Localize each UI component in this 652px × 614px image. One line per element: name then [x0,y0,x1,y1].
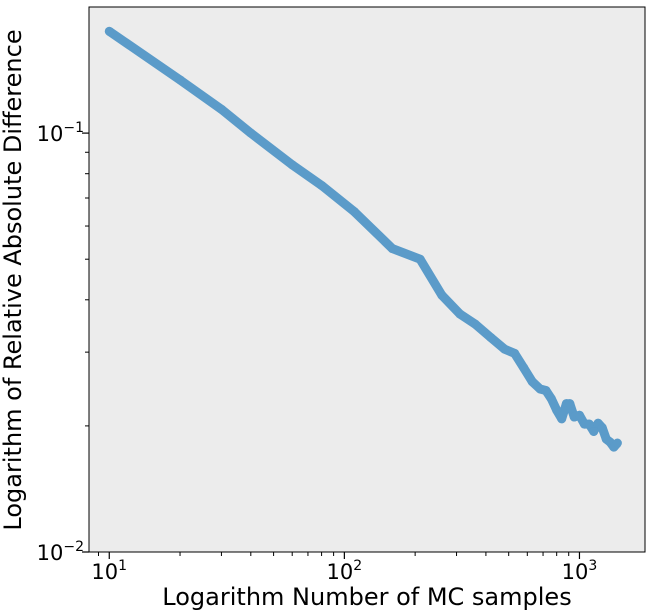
data-point [584,419,594,429]
data-point [104,26,114,36]
y-tick-label: 10−1 [37,120,84,146]
data-point [349,206,359,216]
data-point [470,319,480,329]
data-point [455,309,465,319]
data-point [317,180,327,190]
data-point [541,385,551,395]
data-point [552,405,562,415]
data-point [175,75,185,85]
y-tick-label: 10−2 [37,539,84,565]
x-tick-label: 102 [327,558,363,584]
data-point [486,333,496,343]
data-point [589,426,599,436]
data-point [574,410,584,420]
data-point [246,128,256,138]
data-points [104,26,622,452]
data-point [287,160,297,170]
data-point [216,104,226,114]
data-point [387,244,397,254]
minor-ticks [85,151,570,556]
data-point [612,438,622,448]
data-point [510,348,520,358]
plot-area [88,6,646,553]
y-tick-labels: 10−1 10−2 [37,120,84,565]
data-point [437,290,447,300]
data-point [546,394,556,404]
y-axis-label: Logarithm of Relative Absolute Differenc… [0,29,27,530]
x-tick-labels: 101 102 103 [91,558,597,584]
x-tick-label: 103 [562,558,598,584]
data-point [500,344,510,354]
data-point [557,414,567,424]
data-point [527,377,537,387]
x-tick-label: 101 [91,558,127,584]
data-point [519,363,529,373]
data-point [565,399,575,409]
data-point [415,254,425,264]
x-axis-label: Logarithm Number of MC samples [162,583,571,611]
major-ticks [82,132,581,559]
data-point [597,423,607,433]
